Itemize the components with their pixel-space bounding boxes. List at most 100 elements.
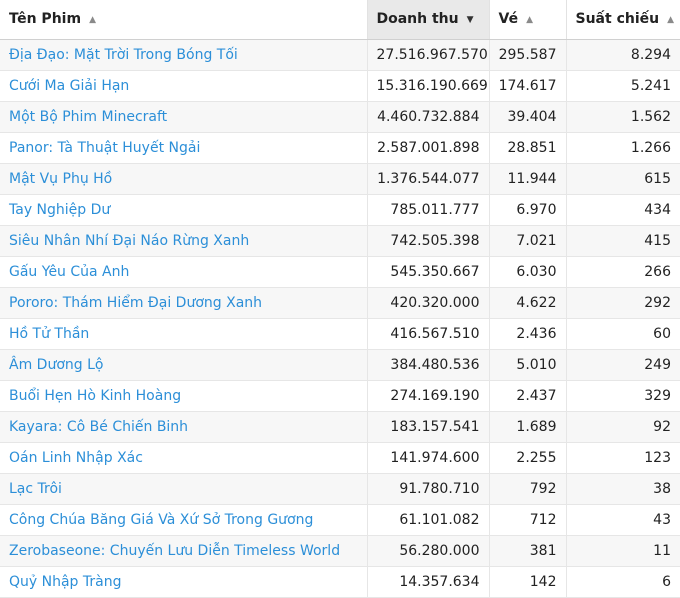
column-header-revenue[interactable]: Doanh thu ▼	[367, 0, 490, 40]
movie-title-link[interactable]: Siêu Nhân Nhí Đại Náo Rừng Xanh	[0, 225, 368, 257]
showings-cell: 92	[566, 411, 680, 443]
column-header-label: Doanh thu	[376, 11, 459, 28]
revenue-cell: 384.480.536	[367, 349, 490, 381]
table-row: Hồ Tử Thần 416.567.510 2.436 60	[0, 318, 680, 350]
table-row: Mật Vụ Phụ Hồ 1.376.544.077 11.944 615	[0, 163, 680, 195]
showings-cell: 1.562	[566, 101, 680, 133]
showings-cell: 60	[566, 318, 680, 350]
column-header-showings[interactable]: Suất chiếu ▲	[566, 0, 680, 40]
showings-cell: 38	[566, 473, 680, 505]
showings-cell: 266	[566, 256, 680, 288]
table-row: Quỷ Nhập Tràng 14.357.634 142 6	[0, 566, 680, 598]
showings-cell: 1.266	[566, 132, 680, 164]
tickets-cell: 2.437	[489, 380, 567, 412]
tickets-cell: 28.851	[489, 132, 567, 164]
header-row: Tên Phim ▲ Doanh thu ▼ Vé ▲ Suất chiếu ▲	[0, 0, 680, 40]
revenue-cell: 183.157.541	[367, 411, 490, 443]
table-row: Một Bộ Phim Minecraft 4.460.732.884 39.404…	[0, 101, 680, 133]
tickets-cell: 2.255	[489, 442, 567, 474]
movie-title-link[interactable]: Hồ Tử Thần	[0, 318, 368, 350]
column-header-tickets[interactable]: Vé ▲	[489, 0, 567, 40]
revenue-cell: 274.169.190	[367, 380, 490, 412]
table-row: Pororo: Thám Hiểm Đại Dương Xanh 420.320.…	[0, 287, 680, 319]
revenue-cell: 785.011.777	[367, 194, 490, 226]
tickets-cell: 39.404	[489, 101, 567, 133]
showings-cell: 5.241	[566, 70, 680, 102]
tickets-cell: 381	[489, 535, 567, 567]
revenue-cell: 742.505.398	[367, 225, 490, 257]
sort-descending-icon: ▼	[466, 15, 474, 26]
table-row: Kayara: Cô Bé Chiến Binh 183.157.541 1.689…	[0, 411, 680, 443]
table-row: Siêu Nhân Nhí Đại Náo Rừng Xanh 742.505.3…	[0, 225, 680, 257]
movie-title-link[interactable]: Âm Dương Lộ	[0, 349, 368, 381]
tickets-cell: 174.617	[489, 70, 567, 102]
showings-cell: 415	[566, 225, 680, 257]
tickets-cell: 2.436	[489, 318, 567, 350]
movie-title-link[interactable]: Gấu Yêu Của Anh	[0, 256, 368, 288]
revenue-cell: 14.357.634	[367, 566, 490, 598]
movie-title-link[interactable]: Cưới Ma Giải Hạn	[0, 70, 368, 102]
revenue-cell: 416.567.510	[367, 318, 490, 350]
table-body: Địa Đạo: Mặt Trời Trong Bóng Tối 27.516.9…	[0, 39, 680, 598]
table-row: Cưới Ma Giải Hạn 15.316.190.669 174.617 5.2…	[0, 70, 680, 102]
table-row: Tay Nghiệp Dư 785.011.777 6.970 434	[0, 194, 680, 226]
movie-title-link[interactable]: Oán Linh Nhập Xác	[0, 442, 368, 474]
revenue-cell: 141.974.600	[367, 442, 490, 474]
movie-title-link[interactable]: Một Bộ Phim Minecraft	[0, 101, 368, 133]
showings-cell: 11	[566, 535, 680, 567]
column-header-title[interactable]: Tên Phim ▲	[0, 0, 368, 40]
tickets-cell: 6.970	[489, 194, 567, 226]
movie-title-link[interactable]: Panor: Tà Thuật Huyết Ngải	[0, 132, 368, 164]
movie-title-link[interactable]: Quỷ Nhập Tràng	[0, 566, 368, 598]
sort-ascending-icon: ▲	[526, 15, 533, 26]
table-row: Zerobaseone: Chuyến Lưu Diễn Timeless Wo…	[0, 535, 680, 567]
tickets-cell: 712	[489, 504, 567, 536]
table-row: Công Chúa Băng Giá Và Xứ Sở Trong Gương 6…	[0, 504, 680, 536]
showings-cell: 292	[566, 287, 680, 319]
tickets-cell: 5.010	[489, 349, 567, 381]
movie-title-link[interactable]: Pororo: Thám Hiểm Đại Dương Xanh	[0, 287, 368, 319]
movie-title-link[interactable]: Công Chúa Băng Giá Và Xứ Sở Trong Gương	[0, 504, 368, 536]
revenue-cell: 15.316.190.669	[367, 70, 490, 102]
showings-cell: 43	[566, 504, 680, 536]
tickets-cell: 1.689	[489, 411, 567, 443]
showings-cell: 329	[566, 380, 680, 412]
revenue-cell: 27.516.967.570	[367, 39, 490, 71]
showings-cell: 434	[566, 194, 680, 226]
showings-cell: 123	[566, 442, 680, 474]
tickets-cell: 142	[489, 566, 567, 598]
revenue-cell: 2.587.001.898	[367, 132, 490, 164]
movie-title-link[interactable]: Địa Đạo: Mặt Trời Trong Bóng Tối	[0, 39, 368, 71]
movie-title-link[interactable]: Zerobaseone: Chuyến Lưu Diễn Timeless Wo…	[0, 535, 368, 567]
tickets-cell: 295.587	[489, 39, 567, 71]
revenue-cell: 4.460.732.884	[367, 101, 490, 133]
movie-title-link[interactable]: Lạc Trôi	[0, 473, 368, 505]
tickets-cell: 6.030	[489, 256, 567, 288]
tickets-cell: 11.944	[489, 163, 567, 195]
tickets-cell: 7.021	[489, 225, 567, 257]
sort-ascending-icon: ▲	[667, 15, 675, 26]
showings-cell: 8.294	[566, 39, 680, 71]
showings-cell: 6	[566, 566, 680, 598]
column-header-label: Suất chiếu	[575, 11, 660, 28]
movie-title-link[interactable]: Buổi Hẹn Hò Kinh Hoàng	[0, 380, 368, 412]
tickets-cell: 792	[489, 473, 567, 505]
table-row: Buổi Hẹn Hò Kinh Hoàng 274.169.190 2.437 32…	[0, 380, 680, 412]
revenue-cell: 91.780.710	[367, 473, 490, 505]
revenue-cell: 420.320.000	[367, 287, 490, 319]
revenue-cell: 545.350.667	[367, 256, 490, 288]
movie-title-link[interactable]: Tay Nghiệp Dư	[0, 194, 368, 226]
showings-cell: 249	[566, 349, 680, 381]
table-row: Âm Dương Lộ 384.480.536 5.010 249	[0, 349, 680, 381]
table-row: Địa Đạo: Mặt Trời Trong Bóng Tối 27.516.9…	[0, 39, 680, 71]
table-row: Lạc Trôi 91.780.710 792 38	[0, 473, 680, 505]
table-row: Gấu Yêu Của Anh 545.350.667 6.030 266	[0, 256, 680, 288]
movie-title-link[interactable]: Mật Vụ Phụ Hồ	[0, 163, 368, 195]
revenue-cell: 61.101.082	[367, 504, 490, 536]
movie-title-link[interactable]: Kayara: Cô Bé Chiến Binh	[0, 411, 368, 443]
tickets-cell: 4.622	[489, 287, 567, 319]
sort-ascending-icon: ▲	[89, 15, 96, 26]
table-row: Oán Linh Nhập Xác 141.974.600 2.255 123	[0, 442, 680, 474]
table-row: Panor: Tà Thuật Huyết Ngải 2.587.001.898 2…	[0, 132, 680, 164]
